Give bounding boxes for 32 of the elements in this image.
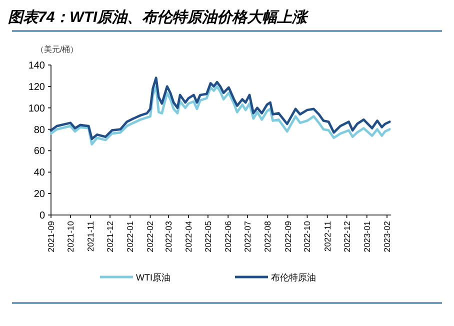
y-tick-label: 120 xyxy=(28,82,46,93)
x-tick-label: 2021-09 xyxy=(46,220,56,252)
x-tick-label: 2022-06 xyxy=(223,220,234,252)
chart-title: 图表74：WTI原油、布伦特原油价格大幅上涨 xyxy=(8,9,310,26)
x-tick-label: 2021-12 xyxy=(105,220,116,252)
y-tick-label: 40 xyxy=(34,168,46,179)
x-tick-label: 2022-01 xyxy=(125,220,136,252)
y-tick-label: 140 xyxy=(28,60,46,72)
x-tick-label: 2022-11 xyxy=(322,220,332,252)
y-tick-label: 0 xyxy=(39,210,46,222)
y-tick-label: 60 xyxy=(34,146,46,158)
legend-label: 布伦特原油 xyxy=(271,272,316,282)
x-tick-label: 2021-11 xyxy=(86,220,96,252)
legend-label: WTI原油 xyxy=(136,272,170,282)
x-tick-label: 2022-03 xyxy=(163,220,174,252)
x-tick-label: 2023-01 xyxy=(362,220,372,252)
x-tick-label: 2022-02 xyxy=(145,220,156,252)
x-tick-label: 2022-10 xyxy=(302,220,312,252)
y-tick-label: 80 xyxy=(34,124,46,136)
x-tick-label: 2022-07 xyxy=(242,220,253,252)
y-axis-title: （美元/桶） xyxy=(36,45,78,54)
x-tick-label: 2022-08 xyxy=(262,220,273,252)
x-tick-label: 2022-12 xyxy=(342,220,352,252)
y-tick-label: 20 xyxy=(34,189,46,200)
x-tick-label: 2023-02 xyxy=(382,220,392,252)
x-tick-label: 2022-09 xyxy=(282,220,293,252)
x-tick-label: 2022-05 xyxy=(202,220,213,252)
x-tick-label: 2022-04 xyxy=(184,220,194,252)
line-series xyxy=(50,85,391,146)
x-tick-label: 2021-10 xyxy=(65,220,76,252)
y-tick-label: 100 xyxy=(28,103,46,114)
line-series xyxy=(50,76,391,140)
